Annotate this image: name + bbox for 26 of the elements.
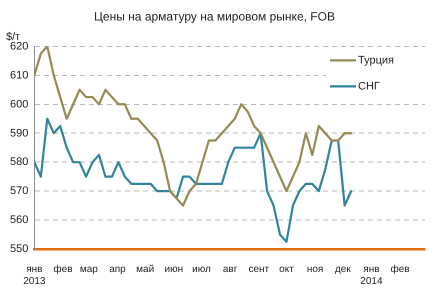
x-tick-label: май [136,264,154,275]
y-tick-label: 570 [10,185,28,198]
y-tick-label: 610 [10,69,28,82]
x-tick-label: сент [248,264,270,275]
x-tick-label: фев [53,264,73,275]
x-tick-label: авг [222,264,238,275]
x-tick-label: янв 2014 [360,264,383,287]
x-tick-label: апр [109,264,126,275]
x-tick-label: июл [192,264,212,275]
y-tick-label: 580 [10,156,28,168]
x-tick-label: мар [80,264,98,275]
x-tick-label: дек [334,264,352,275]
y-tick-label: 620 [10,40,28,52]
legend-label: СНГ [358,80,380,92]
x-tick-label: июн [164,264,184,275]
y-tick-label: 560 [10,214,28,226]
x-tick-label: ноя [306,264,324,275]
y-tick-label: 590 [10,127,28,140]
legend-label: Турция [358,54,394,66]
x-tick-label: фев [390,264,410,275]
chart-title: Цены на арматуру на мировом рынке, FOB [94,10,335,24]
y-tick-label: 600 [10,98,28,110]
y-axis-title: $/т [6,30,20,43]
x-tick-label: окт [279,264,294,275]
y-tick-label: 550 [10,243,28,256]
x-tick-label: янв 2013 [23,264,46,287]
